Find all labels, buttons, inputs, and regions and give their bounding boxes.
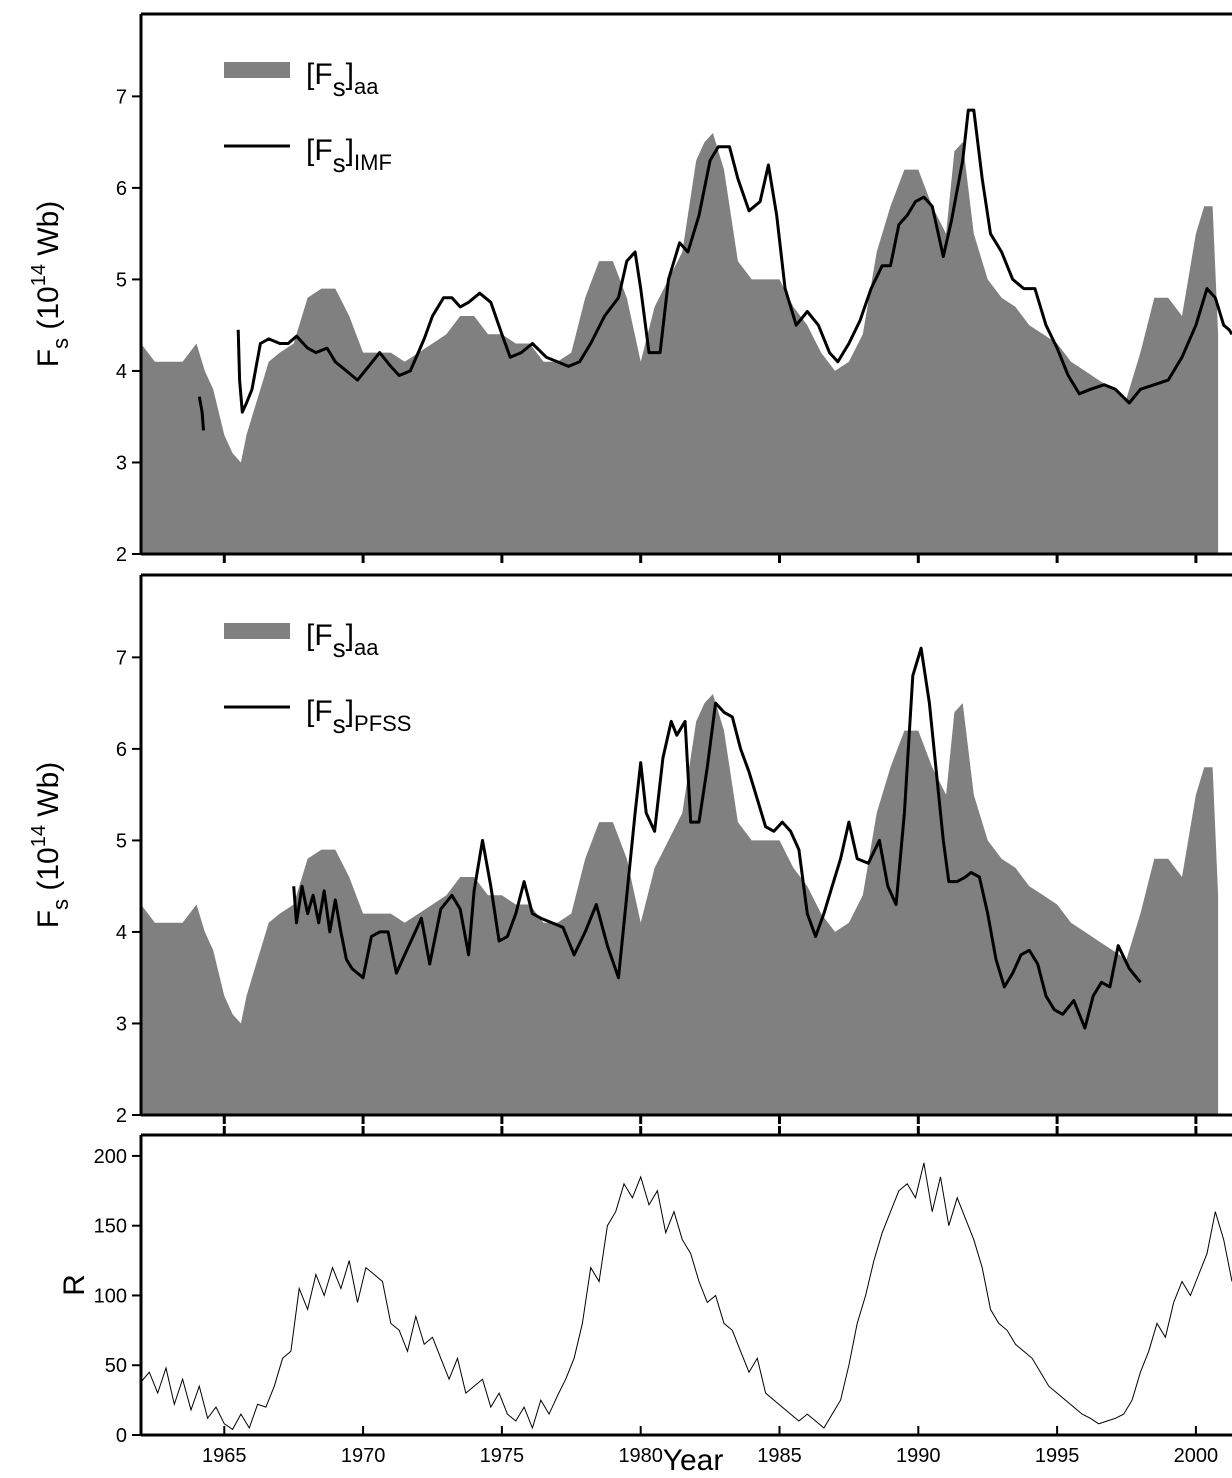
ylabel-sup: 14	[28, 825, 50, 847]
bottom-x-tick-label: 1975	[480, 1445, 525, 1467]
middle-y-tick-label: 6	[116, 739, 127, 761]
ylabel-unit: Wb)	[32, 201, 65, 264]
ylabel-sub: s	[48, 899, 73, 910]
ylabel-main: F	[32, 910, 65, 928]
middle-y-tick-label: 7	[116, 647, 127, 669]
bottom-y-tick-label: 0	[116, 1425, 127, 1447]
bottom-x-tick-label: 1985	[757, 1445, 802, 1467]
top-y-tick-label: 5	[116, 269, 127, 291]
legend-sub: s	[333, 633, 346, 663]
legend-bracket: ]	[346, 619, 354, 652]
top-legend-label: [Fs]aa	[306, 58, 379, 102]
series-aa-area	[141, 694, 1219, 1115]
middle-y-axis-title: Fs (1014 Wb)	[28, 762, 73, 929]
legend-sub2: IMF	[354, 150, 392, 175]
ylabel-paren: (10	[32, 286, 65, 338]
ylabel-sup: 14	[28, 264, 50, 286]
legend-sub2: aa	[354, 635, 379, 660]
series-r-line	[140, 1162, 1232, 1431]
bottom-x-tick-label: 1965	[202, 1445, 247, 1467]
legend-bracket: ]	[346, 695, 354, 728]
middle-y-tick-label: 5	[116, 830, 127, 852]
series-pfss-segment	[292, 646, 1142, 1030]
legend-sub: s	[333, 148, 346, 178]
legend-bracket: ]	[346, 134, 354, 167]
ylabel-unit: Wb)	[32, 762, 65, 825]
panel-sunspot-r: 0 50 100 150 200 1965 1970 1975 1980 1985 1990 1995…	[58, 1126, 1232, 1467]
bottom-y-tick-label: 200	[94, 1146, 127, 1168]
ylabel-sub: s	[48, 338, 73, 349]
middle-legend-label: [Fs]aa	[306, 619, 379, 663]
ylabel-paren: (10	[32, 847, 65, 899]
series-imf-segment	[197, 396, 205, 431]
legend-sub: s	[333, 72, 346, 102]
top-y-axis-title: Fs (1014 Wb)	[28, 201, 73, 368]
legend-bracket: ]	[346, 58, 354, 91]
x-axis-title: Year	[663, 1444, 724, 1473]
legend-main: [F	[306, 695, 333, 728]
legend-main: [F	[306, 58, 333, 91]
bottom-y-tick-label: 50	[105, 1355, 127, 1377]
bottom-x-tick-label: 1980	[618, 1445, 663, 1467]
bottom-y-tick-label: 100	[94, 1285, 127, 1307]
bottom-x-tick-label: 1995	[1035, 1445, 1080, 1467]
middle-y-tick-label: 3	[116, 1013, 127, 1035]
series-imf-segment	[236, 108, 1232, 414]
middle-y-tick-label: 4	[116, 922, 127, 944]
top-y-tick-label: 3	[116, 452, 127, 474]
bottom-y-tick-label: 150	[94, 1216, 127, 1238]
middle-legend-label: [Fs]PFSS	[306, 695, 411, 739]
top-legend-label: [Fs]IMF	[306, 134, 392, 178]
legend-sub2: PFSS	[354, 711, 411, 736]
top-y-tick-label: 2	[116, 544, 127, 566]
bottom-x-tick-label: 1990	[896, 1445, 941, 1467]
legend-sub2: aa	[354, 74, 379, 99]
top-y-tick-label: 4	[116, 361, 127, 383]
ylabel-main: F	[32, 349, 65, 367]
top-y-tick-label: 6	[116, 178, 127, 200]
legend-main: [F	[306, 134, 333, 167]
middle-legend: [Fs]aa[Fs]PFSS	[224, 619, 411, 739]
bottom-x-tick-label: 1970	[341, 1445, 386, 1467]
middle-y-tick-label: 2	[116, 1105, 127, 1127]
legend-main: [F	[306, 619, 333, 652]
bottom-y-axis-title: R	[58, 1274, 91, 1296]
top-y-tick-label: 7	[116, 86, 127, 108]
bottom-x-tick-label: 2000	[1174, 1445, 1219, 1467]
legend-sub: s	[333, 709, 346, 739]
